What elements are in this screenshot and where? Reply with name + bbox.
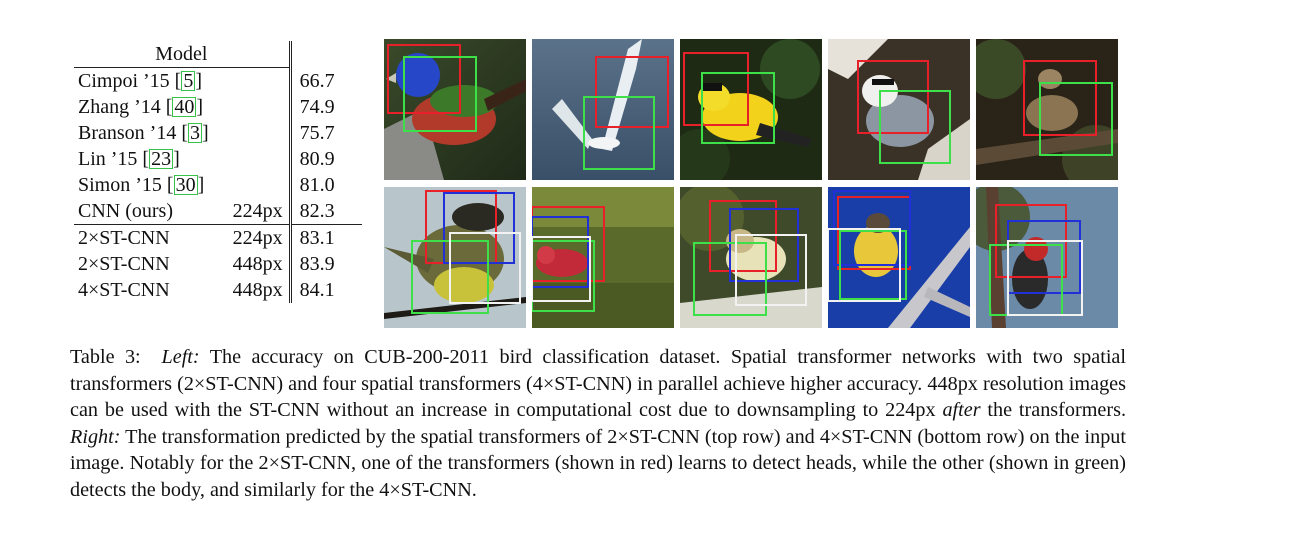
- transformer-box-red: [532, 206, 605, 282]
- transformer-box-white: [532, 236, 591, 302]
- transformer-box-white: [449, 232, 521, 304]
- table-row: Simon ’15 [30] 81.0: [74, 172, 362, 198]
- transformer-box-red: [857, 60, 929, 134]
- table-caption: Table 3: Left: The accuracy on CUB-200-2…: [70, 344, 1126, 504]
- accuracy-value-best: 84.1: [288, 277, 362, 303]
- bird-photo-painted-bunting: [384, 39, 526, 180]
- transformer-box-green: [879, 90, 951, 164]
- table-row: Zhang ’14 [40] 74.9: [74, 94, 362, 120]
- caption-text-part1: The accuracy on CUB-200-2011 bird classi…: [70, 346, 1127, 422]
- bird-image-grid: [384, 39, 1118, 329]
- resolution: 448px: [232, 253, 283, 275]
- accuracy-value: 80.9: [288, 146, 362, 172]
- model-column-header: Model: [74, 41, 291, 68]
- model-name: CNN (ours): [78, 200, 173, 222]
- caption-after-word: after: [942, 399, 981, 422]
- caption-right-word: Right:: [70, 425, 121, 448]
- transformer-box-green: [701, 72, 775, 144]
- model-name: Zhang ’14 [40]: [78, 96, 204, 118]
- model-name: 4×ST-CNN: [78, 279, 170, 301]
- citation-link[interactable]: 5: [181, 70, 196, 92]
- resolution: 224px: [212, 224, 291, 251]
- bird-photo-sparrow: [976, 39, 1118, 180]
- accuracy-value: 82.3: [288, 198, 362, 225]
- transformer-box-white: [735, 234, 807, 306]
- transformer-box-red: [683, 52, 749, 126]
- accuracy-value: 81.0: [288, 172, 362, 198]
- model-name: 2×ST-CNN: [74, 224, 213, 251]
- model-name: 2×ST-CNN: [78, 253, 170, 275]
- transformer-box-red: [1023, 60, 1097, 136]
- transformer-box-green: [532, 240, 595, 312]
- accuracy-value: 66.7: [288, 67, 362, 94]
- resolution: [213, 146, 291, 172]
- table-row: 2×ST-CNN 224px 83.1: [74, 224, 362, 251]
- citation-link[interactable]: 40: [172, 96, 197, 118]
- bird-photo-tern: [532, 39, 674, 180]
- accuracy-value: 83.1: [288, 224, 362, 251]
- bird-photo-nuthatch: [828, 39, 970, 180]
- transformer-box-green: [1039, 82, 1113, 156]
- transformer-box-blue: [729, 208, 799, 282]
- transformer-box-green: [403, 56, 477, 132]
- model-name: Cimpoi ’15 [5]: [78, 70, 203, 92]
- table-row: CNN (ours) 224px 82.3: [74, 198, 362, 225]
- bird-photo-goldfinch: [680, 39, 822, 180]
- citation-link[interactable]: 23: [149, 148, 174, 170]
- resolution: 224px: [232, 200, 283, 222]
- model-name: Branson ’14 [3]: [78, 122, 209, 144]
- bird-photo-red-finch: [532, 187, 674, 328]
- model-name: Lin ’15 [23]: [78, 148, 180, 170]
- caption-text-part2: the transformers.: [980, 399, 1126, 422]
- table-row: Branson ’14 [3] 75.7: [74, 120, 362, 146]
- accuracy-value: 74.9: [288, 94, 362, 120]
- resolution: [213, 94, 291, 120]
- table-row: Lin ’15 [23] 80.9: [74, 146, 362, 172]
- resolution: [213, 120, 291, 146]
- bird-photo-woodpecker: [976, 187, 1118, 328]
- citation-link[interactable]: 3: [187, 122, 202, 144]
- accuracy-value: 83.9: [288, 251, 362, 277]
- caption-left-word: Left:: [161, 346, 200, 368]
- resolution: [213, 172, 291, 198]
- transformer-box-blue: [443, 192, 515, 264]
- caption-text-part3: The transformation predicted by the spat…: [70, 425, 1126, 501]
- transformer-box-white: [1007, 240, 1083, 316]
- transformer-box-green: [583, 96, 655, 170]
- table-row: Cimpoi ’15 [5] 66.7: [74, 67, 362, 95]
- bird-photo-kiskadee: [384, 187, 526, 328]
- transformer-box-red: [387, 44, 461, 114]
- caption-label: Table 3:: [70, 346, 141, 368]
- accuracy-value: 75.7: [288, 120, 362, 146]
- transformer-box-white: [828, 228, 901, 302]
- citation-link[interactable]: 30: [173, 174, 198, 196]
- resolution: 448px: [232, 279, 283, 301]
- bird-photo-warbler: [680, 187, 822, 328]
- transformer-box-blue: [532, 216, 589, 288]
- bird-photo-yellow-bird-on-branch: [828, 187, 970, 328]
- model-name: Simon ’15 [30]: [78, 174, 205, 196]
- resolution: [213, 68, 291, 95]
- accuracy-column-header: [288, 41, 362, 68]
- transformer-box-green: [839, 230, 907, 300]
- results-table: Model Cimpoi ’15 [5] 66.7 Zhang ’14 [40]…: [74, 41, 362, 303]
- table-row: 2×ST-CNN 448px 83.9: [74, 251, 362, 277]
- table-row: 4×ST-CNN 448px 84.1: [74, 277, 362, 303]
- transformer-box-green: [693, 242, 767, 316]
- transformer-box-red: [595, 56, 669, 128]
